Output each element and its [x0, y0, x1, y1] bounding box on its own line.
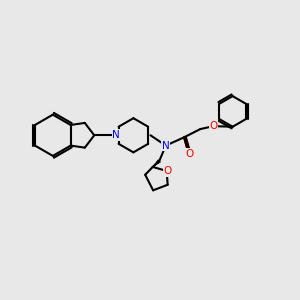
Text: N: N: [112, 130, 120, 140]
Text: N: N: [162, 141, 170, 151]
Text: O: O: [185, 148, 193, 158]
Text: O: O: [209, 121, 217, 131]
Polygon shape: [153, 160, 160, 167]
Text: O: O: [164, 166, 172, 176]
